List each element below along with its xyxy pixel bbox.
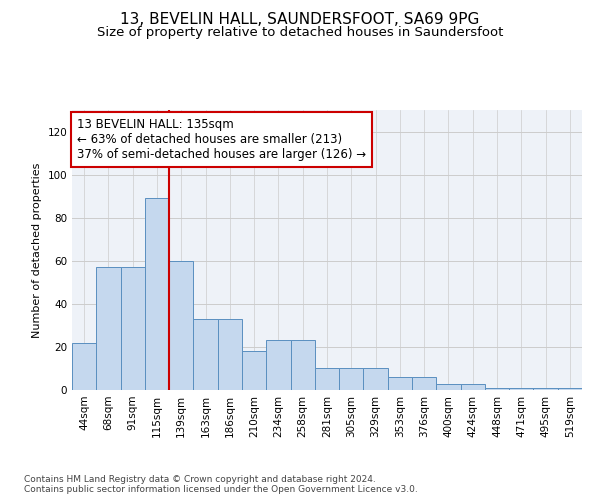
Bar	[121, 267, 145, 390]
Text: 13 BEVELIN HALL: 135sqm
← 63% of detached houses are smaller (213)
37% of semi-d: 13 BEVELIN HALL: 135sqm ← 63% of detache…	[77, 118, 366, 162]
Bar	[436, 384, 461, 390]
Bar	[193, 319, 218, 390]
Bar	[72, 342, 96, 390]
Bar	[364, 368, 388, 390]
Bar	[266, 340, 290, 390]
Bar	[533, 388, 558, 390]
Bar	[218, 319, 242, 390]
Bar	[169, 261, 193, 390]
Bar	[145, 198, 169, 390]
Y-axis label: Number of detached properties: Number of detached properties	[32, 162, 42, 338]
Text: 13, BEVELIN HALL, SAUNDERSFOOT, SA69 9PG: 13, BEVELIN HALL, SAUNDERSFOOT, SA69 9PG	[121, 12, 479, 28]
Bar	[242, 351, 266, 390]
Bar	[315, 368, 339, 390]
Text: Size of property relative to detached houses in Saundersfoot: Size of property relative to detached ho…	[97, 26, 503, 39]
Bar	[388, 377, 412, 390]
Bar	[96, 267, 121, 390]
Bar	[509, 388, 533, 390]
Bar	[485, 388, 509, 390]
Bar	[339, 368, 364, 390]
Bar	[290, 340, 315, 390]
Bar	[558, 388, 582, 390]
Bar	[461, 384, 485, 390]
Bar	[412, 377, 436, 390]
Text: Contains HM Land Registry data © Crown copyright and database right 2024.
Contai: Contains HM Land Registry data © Crown c…	[24, 474, 418, 494]
